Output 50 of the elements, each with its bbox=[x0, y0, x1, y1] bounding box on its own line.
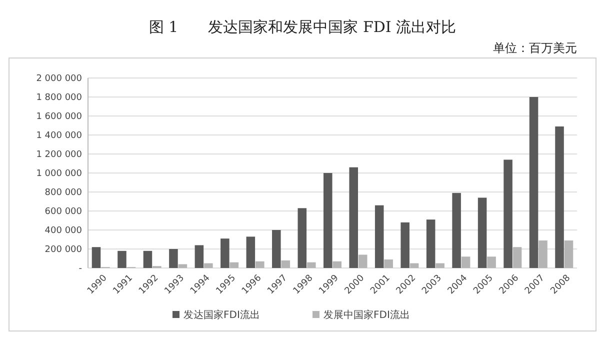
y-tick-label: 400 000 bbox=[44, 226, 82, 236]
bar bbox=[410, 263, 419, 268]
bar bbox=[426, 220, 436, 268]
bar bbox=[92, 247, 101, 268]
bar bbox=[281, 260, 290, 268]
legend-label: 发达国家FDI流出 bbox=[184, 309, 260, 321]
bar bbox=[384, 259, 393, 268]
bar bbox=[487, 256, 496, 268]
bar bbox=[298, 208, 307, 268]
y-tick-label: 1 000 000 bbox=[36, 169, 82, 180]
y-tick-label: 1 600 000 bbox=[36, 112, 82, 122]
y-tick-label: 600 000 bbox=[44, 207, 82, 218]
bar bbox=[564, 240, 574, 268]
bar bbox=[332, 261, 342, 268]
bar bbox=[349, 167, 358, 268]
legend-label: 发展中国家FDI流出 bbox=[324, 309, 410, 321]
bar bbox=[504, 160, 512, 268]
y-tick-label: 1 800 000 bbox=[36, 93, 82, 104]
chart-title: 图 1 发达国家和发展中国家 FDI 流出对比 bbox=[148, 18, 456, 36]
y-tick-label: 1 200 000 bbox=[36, 150, 82, 160]
bar bbox=[204, 263, 213, 268]
bar bbox=[118, 250, 126, 268]
bar bbox=[272, 230, 281, 268]
text: 单位：百万美元 bbox=[493, 41, 577, 55]
y-tick-label: 2 000 000 bbox=[36, 74, 82, 84]
y-tick-label: 200 000 bbox=[44, 245, 82, 256]
bar bbox=[246, 236, 256, 268]
bar bbox=[143, 250, 152, 268]
bar bbox=[436, 263, 444, 268]
bar bbox=[230, 262, 239, 268]
bar bbox=[478, 198, 487, 268]
bar bbox=[220, 238, 230, 268]
bar bbox=[512, 247, 522, 268]
bar bbox=[538, 240, 548, 268]
bar bbox=[256, 261, 264, 268]
bar bbox=[358, 254, 368, 268]
y-tick-label: 1 400 000 bbox=[36, 131, 82, 142]
bar bbox=[461, 256, 470, 268]
bar bbox=[374, 205, 384, 268]
bar bbox=[529, 97, 538, 268]
bar bbox=[169, 249, 178, 268]
bar bbox=[452, 192, 461, 268]
y-tick-label: - bbox=[78, 264, 82, 274]
bar bbox=[178, 264, 188, 268]
bar bbox=[555, 126, 564, 268]
bar bbox=[323, 173, 332, 268]
bar bbox=[194, 245, 204, 268]
bar bbox=[400, 222, 410, 268]
y-tick-label: 800 000 bbox=[44, 188, 82, 198]
bar bbox=[306, 262, 316, 268]
